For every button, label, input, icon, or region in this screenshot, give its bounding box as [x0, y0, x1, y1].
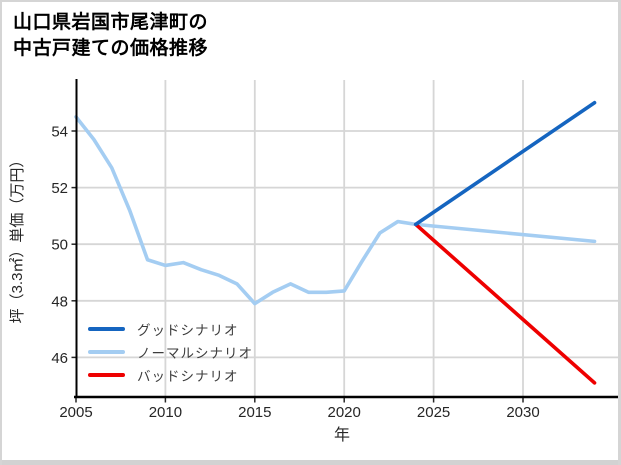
- x-tick-label-2025: 2025: [417, 404, 450, 421]
- legend-item-1: ノーマルシナリオ: [88, 340, 253, 363]
- series-line-1: [74, 115, 597, 306]
- legend-item-0: グッドシナリオ: [88, 317, 253, 340]
- legend-label-0: グッドシナリオ: [137, 322, 239, 338]
- y-tick-label-52: 52: [51, 180, 68, 197]
- chart-legend: グッドシナリオ ノーマルシナリオ バッドシナリオ: [88, 317, 253, 386]
- y-tick-label-54: 54: [51, 124, 68, 141]
- frame-right: [618, 0, 621, 465]
- x-tick-label-2020: 2020: [328, 404, 361, 421]
- legend-item-2: バッドシナリオ: [88, 363, 253, 386]
- legend-label-2: バッドシナリオ: [137, 368, 239, 384]
- frame-top: [0, 0, 621, 2]
- y-tick-label-50: 50: [51, 237, 68, 254]
- frame-bottom: [0, 460, 621, 465]
- chart-title-line1: 山口県岩国市尾津町の: [13, 12, 209, 33]
- chart-title-line2: 中古戸建ての価格推移: [13, 38, 209, 59]
- x-tick-label-2030: 2030: [506, 404, 539, 421]
- x-tick-label-2015: 2015: [238, 404, 271, 421]
- legend-label-1: ノーマルシナリオ: [137, 345, 253, 361]
- legend-line-swatch-0: [88, 326, 125, 331]
- series-line-0: [413, 100, 597, 227]
- x-tick-label-2005: 2005: [59, 404, 92, 421]
- legend-line-swatch-2: [88, 372, 125, 377]
- y-tick-label-48: 48: [51, 293, 68, 310]
- chart-title: 山口県岩国市尾津町の 中古戸建ての価格推移: [13, 10, 208, 62]
- series-line-2: [413, 222, 597, 385]
- frame-left: [0, 0, 2, 465]
- x-tick-label-2010: 2010: [149, 404, 182, 421]
- x-axis-label: 年: [334, 426, 350, 444]
- y-axis-label: 坪（3.3㎡）単価（万円）: [9, 153, 26, 324]
- y-tick-label-46: 46: [51, 350, 68, 367]
- legend-line-swatch-1: [88, 349, 125, 354]
